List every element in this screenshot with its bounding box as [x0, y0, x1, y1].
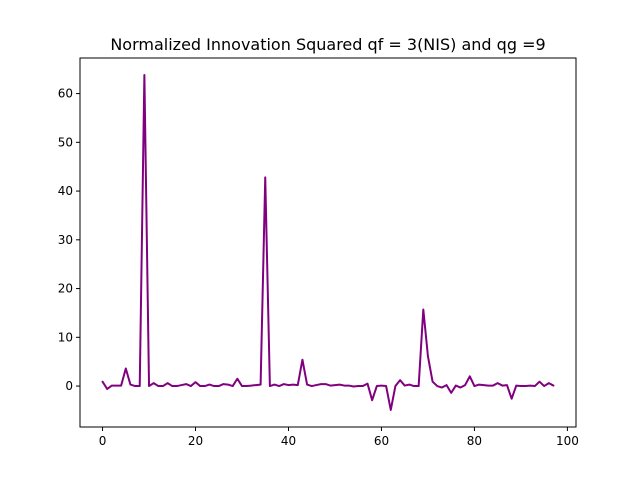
series-group: [101, 74, 555, 411]
x-tick-label-100: 100: [556, 434, 579, 448]
x-tick-label-60: 60: [374, 434, 389, 448]
y-tick-label-10: 10: [58, 330, 73, 344]
y-tick-label-60: 60: [58, 87, 73, 101]
x-tick-label-20: 20: [188, 434, 203, 448]
chart-title: Normalized Innovation Squared qf = 3(NIS…: [110, 35, 545, 54]
x-tick-label-0: 0: [99, 434, 107, 448]
y-tick-label-40: 40: [58, 184, 73, 198]
axis-ticks: 0 20 40 60 80 100 0 10 20 30 40 50 60: [58, 87, 579, 448]
plot-frame: [79, 57, 577, 428]
y-tick-label-0: 0: [65, 379, 73, 393]
series-line-0: [101, 74, 555, 411]
x-tick-label-40: 40: [281, 434, 296, 448]
x-tick-label-80: 80: [467, 434, 482, 448]
y-tick-label-20: 20: [58, 282, 73, 296]
y-tick-label-50: 50: [58, 135, 73, 149]
y-tick-label-30: 30: [58, 233, 73, 247]
